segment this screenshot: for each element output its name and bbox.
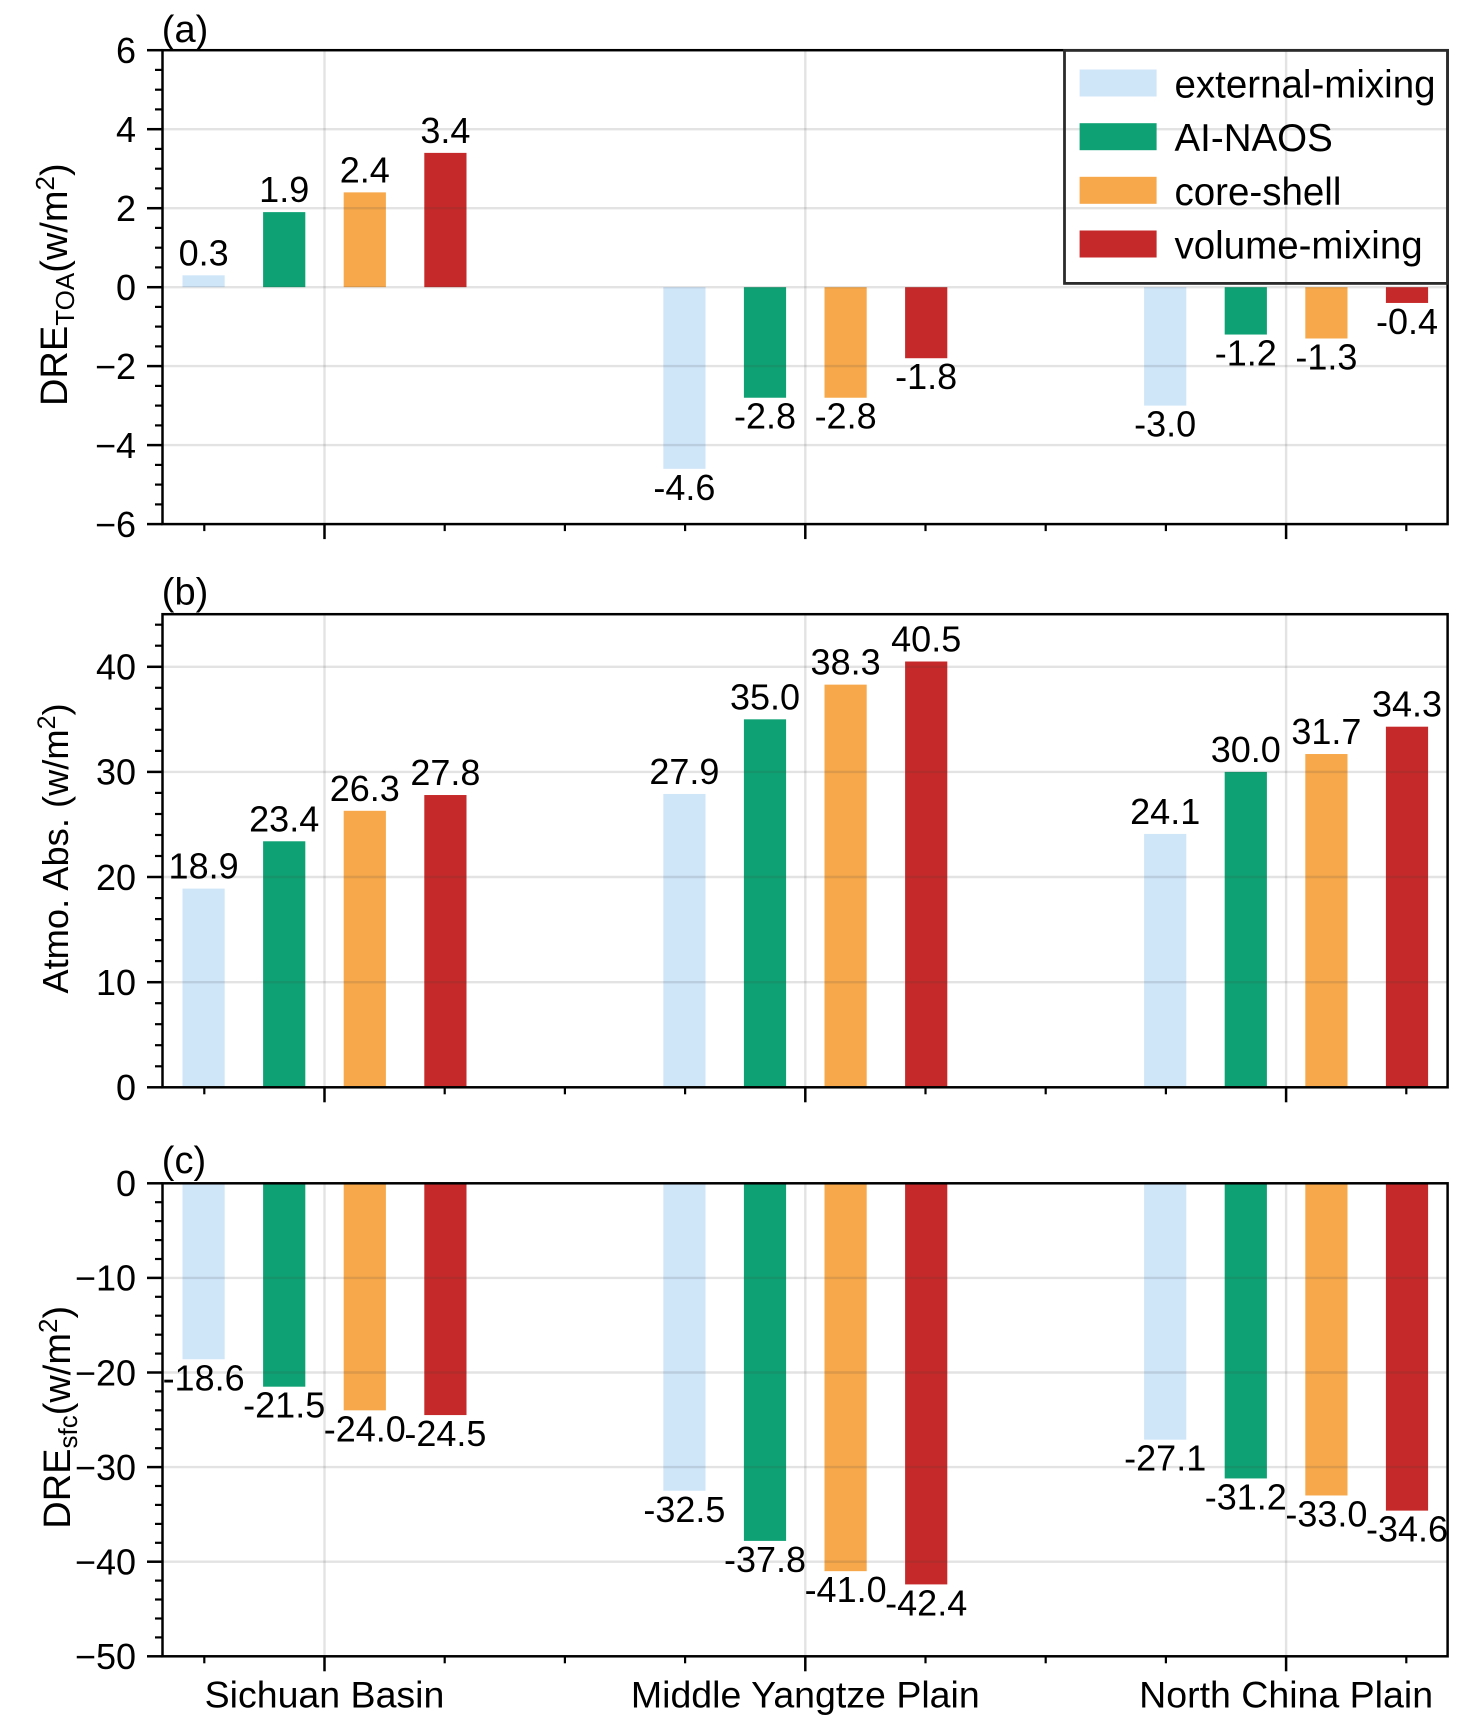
svg-text:-1.8: -1.8: [895, 356, 957, 397]
svg-text:-1.2: -1.2: [1215, 333, 1277, 374]
svg-text:DREsfc​(w/m2​): DREsfc​(w/m2​): [33, 1306, 83, 1529]
svg-text:20: 20: [96, 857, 136, 898]
svg-text:30: 30: [96, 752, 136, 793]
svg-text:2.4: 2.4: [340, 149, 390, 190]
svg-text:−50: −50: [75, 1636, 136, 1677]
svg-text:31.7: 31.7: [1291, 711, 1361, 752]
svg-text:-41.0: -41.0: [805, 1569, 887, 1610]
svg-text:23.4: 23.4: [249, 798, 319, 839]
svg-text:26.3: 26.3: [330, 768, 400, 809]
svg-text:−20: −20: [75, 1352, 136, 1393]
svg-text:1.9: 1.9: [259, 169, 309, 210]
svg-text:10: 10: [96, 962, 136, 1003]
svg-text:−2: −2: [95, 346, 136, 387]
svg-text:DRETOA​(w/m2​): DRETOA​(w/m2​): [30, 163, 80, 406]
svg-text:AI-NAOS: AI-NAOS: [1175, 117, 1333, 160]
svg-text:-27.1: -27.1: [1124, 1438, 1206, 1479]
svg-text:Sichuan Basin: Sichuan Basin: [205, 1674, 445, 1716]
svg-text:24.1: 24.1: [1130, 791, 1200, 832]
svg-text:-3.0: -3.0: [1134, 404, 1196, 445]
svg-text:-0.4: -0.4: [1376, 301, 1438, 342]
svg-text:35.0: 35.0: [730, 676, 800, 717]
svg-text:40.5: 40.5: [891, 619, 961, 660]
svg-text:-21.5: -21.5: [243, 1385, 325, 1426]
svg-text:34.3: 34.3: [1372, 684, 1442, 725]
svg-text:-31.2: -31.2: [1205, 1477, 1287, 1518]
svg-text:4: 4: [116, 109, 136, 150]
svg-text:0: 0: [116, 1067, 136, 1108]
svg-text:-2.8: -2.8: [734, 396, 796, 437]
svg-text:−30: −30: [75, 1447, 136, 1488]
svg-text:(a): (a): [162, 9, 208, 51]
svg-text:-37.8: -37.8: [724, 1539, 806, 1580]
svg-text:27.8: 27.8: [410, 752, 480, 793]
svg-text:−4: −4: [95, 425, 136, 466]
svg-text:40: 40: [96, 647, 136, 688]
svg-text:Atmo. Abs. (w/m2​): Atmo. Abs. (w/m2​): [33, 703, 76, 993]
svg-text:-2.8: -2.8: [815, 396, 877, 437]
svg-text:0.3: 0.3: [179, 232, 229, 273]
svg-text:volume-mixing: volume-mixing: [1175, 225, 1423, 268]
svg-text:-18.6: -18.6: [163, 1357, 245, 1398]
svg-text:38.3: 38.3: [811, 642, 881, 683]
svg-text:-42.4: -42.4: [885, 1582, 967, 1623]
svg-text:-4.6: -4.6: [653, 467, 715, 508]
svg-text:18.9: 18.9: [169, 846, 239, 887]
svg-text:0: 0: [116, 267, 136, 308]
svg-text:6: 6: [116, 30, 136, 71]
svg-text:-24.0: -24.0: [324, 1408, 406, 1449]
svg-text:27.9: 27.9: [649, 751, 719, 792]
svg-text:North China Plain: North China Plain: [1139, 1674, 1433, 1716]
svg-text:-24.5: -24.5: [404, 1413, 486, 1454]
svg-text:-1.3: -1.3: [1295, 337, 1357, 378]
svg-text:30.0: 30.0: [1211, 729, 1281, 770]
svg-text:Middle Yangtze Plain: Middle Yangtze Plain: [631, 1674, 980, 1716]
svg-text:3.4: 3.4: [420, 110, 470, 151]
svg-text:−6: −6: [95, 504, 136, 545]
svg-text:external-mixing: external-mixing: [1175, 64, 1436, 107]
svg-text:(b): (b): [162, 572, 208, 614]
svg-text:−40: −40: [75, 1542, 136, 1583]
svg-text:2: 2: [116, 188, 136, 229]
svg-text:-32.5: -32.5: [643, 1489, 725, 1530]
svg-text:(c): (c): [162, 1140, 206, 1182]
svg-text:-33.0: -33.0: [1285, 1494, 1367, 1535]
svg-text:−10: −10: [75, 1258, 136, 1299]
svg-text:0: 0: [116, 1163, 136, 1204]
svg-text:core-shell: core-shell: [1175, 171, 1342, 214]
svg-text:-34.6: -34.6: [1366, 1509, 1448, 1550]
